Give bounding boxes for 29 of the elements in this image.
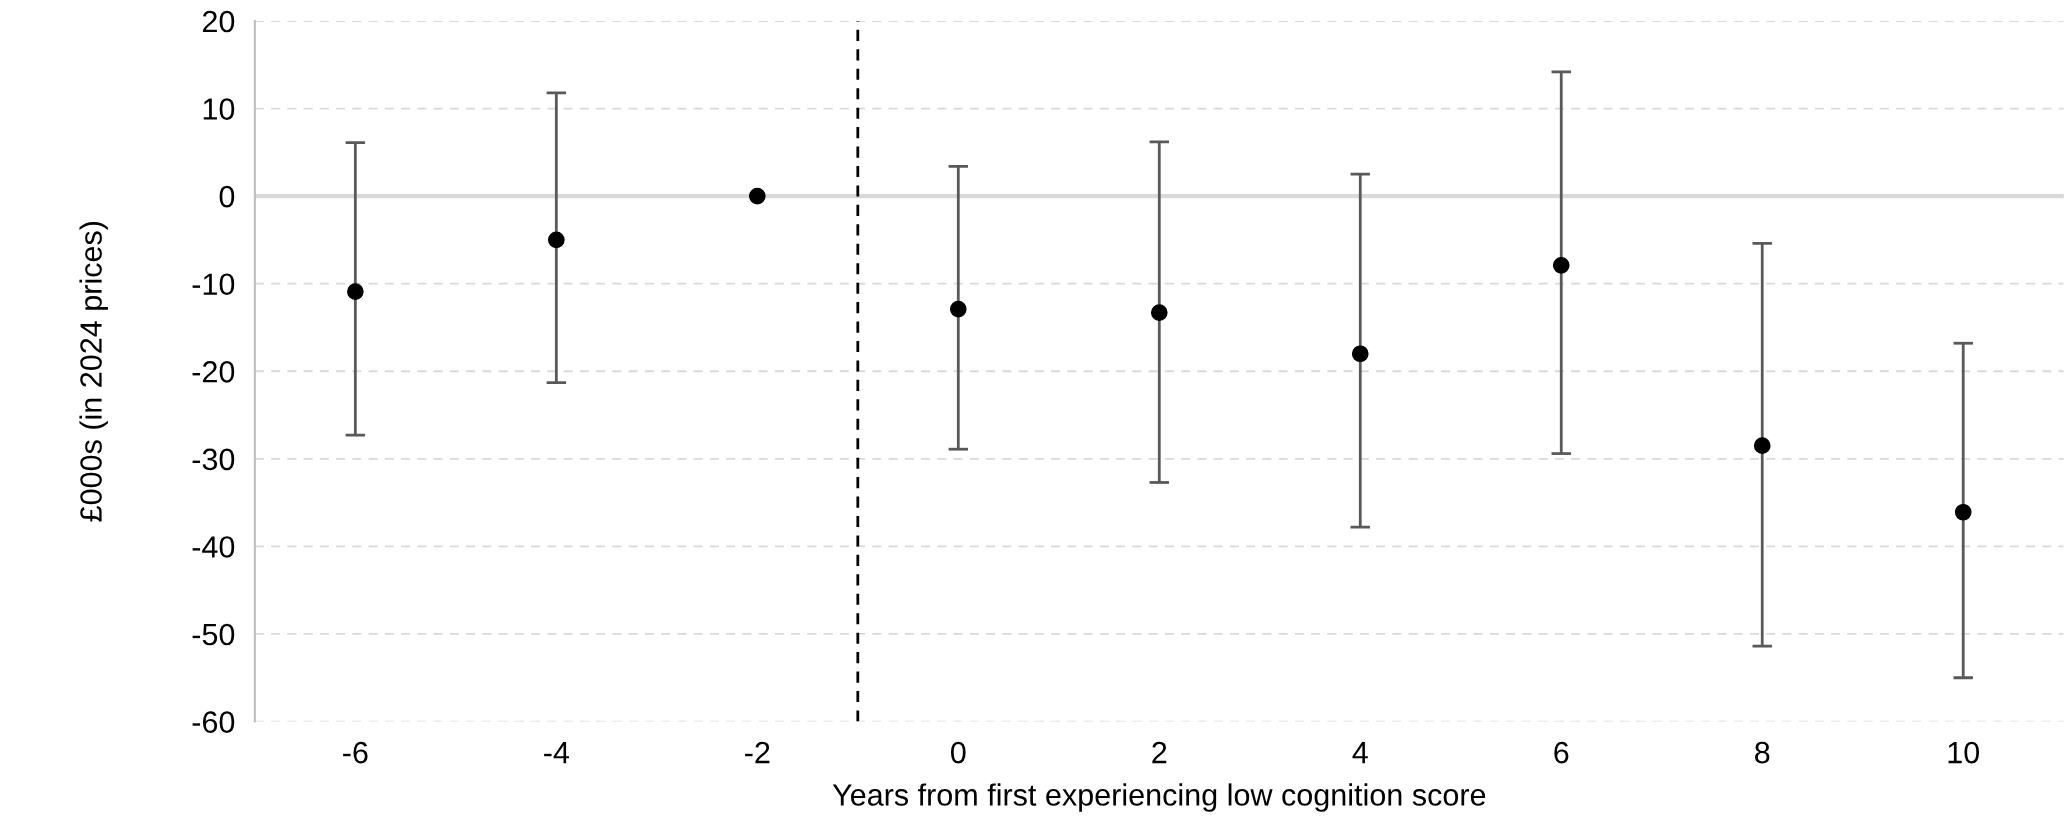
x-tick-label: -2 [745, 741, 770, 764]
y-tick-label: 0 [219, 185, 235, 208]
y-axis-title: £000s (in 2024 prices) [79, 221, 108, 522]
x-tick-label: 0 [951, 741, 966, 764]
x-tick-label: 4 [1352, 742, 1368, 764]
y-tick-label: 10 [203, 98, 235, 120]
y-tick-label: 20 [202, 10, 235, 33]
x-tick-label: -4 [544, 742, 570, 764]
point [1552, 256, 1570, 274]
point [949, 300, 967, 318]
y-tick-label: -20 [192, 360, 235, 383]
x-tick-label: 8 [1755, 741, 1770, 764]
x-tick-label: 6 [1554, 741, 1569, 764]
x-tick-label: 10 [1948, 741, 1980, 764]
point [1351, 345, 1369, 363]
point [547, 231, 565, 249]
point [1954, 503, 1972, 521]
point [1753, 437, 1771, 455]
y-tick-label: -50 [192, 623, 235, 646]
x-axis-title: Years from first experiencing low cognition score [832, 783, 1486, 812]
y-tick-label: -10 [192, 273, 235, 296]
x-tick-label: -6 [343, 741, 368, 764]
point [748, 187, 766, 205]
y-tick-label: -60 [192, 711, 235, 733]
x-tick-label: 2 [1152, 741, 1167, 764]
point [1150, 304, 1168, 321]
y-tick-label: -40 [192, 536, 235, 558]
point [347, 283, 364, 300]
y-tick-label: -30 [192, 448, 235, 471]
